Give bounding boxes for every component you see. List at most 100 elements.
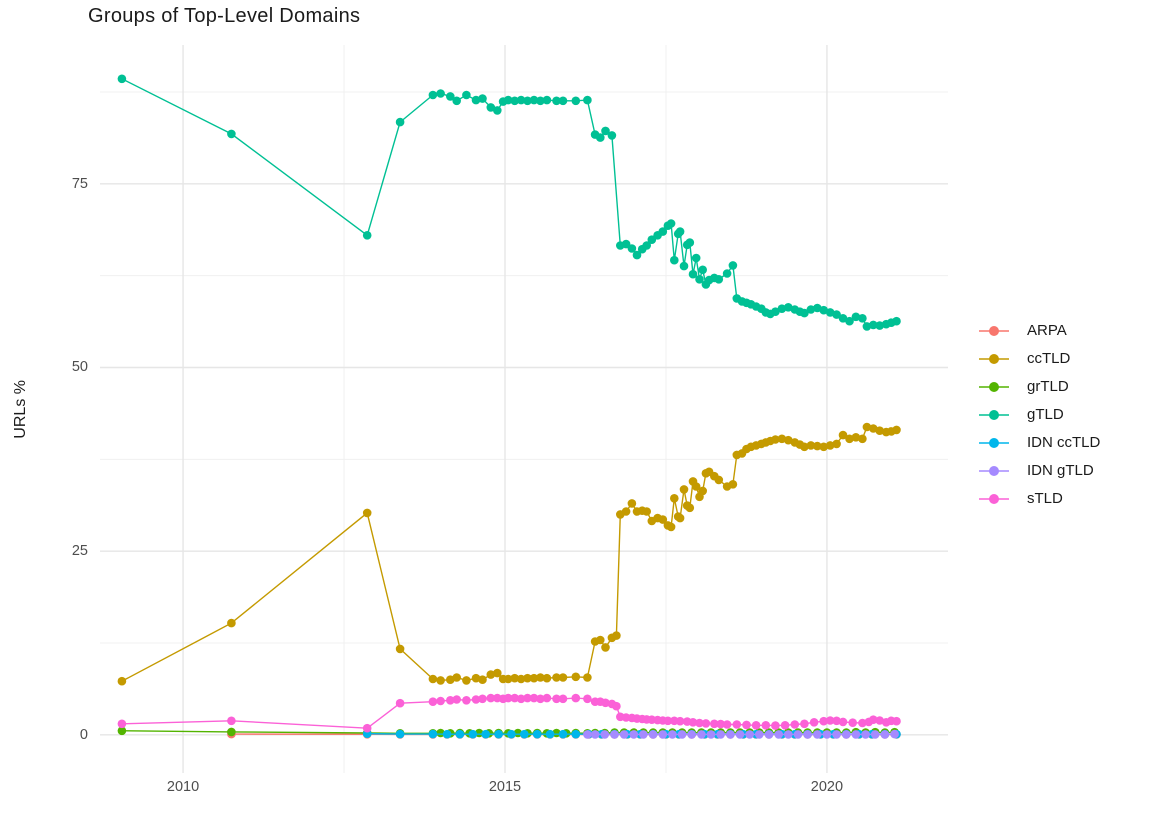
data-point-gtld (875, 321, 884, 330)
data-point-gtld (462, 90, 471, 100)
data-point-stld (825, 716, 835, 725)
legend-label: ccTLD (1027, 350, 1071, 367)
legend-item-stld: sTLD (978, 489, 1100, 508)
data-point-idn-gtld (832, 730, 841, 739)
data-point-cctld (670, 494, 679, 503)
data-point-idn-gtld (668, 730, 677, 739)
data-point-cctld (536, 673, 545, 682)
legend-item-arpa: ARPA (978, 321, 1100, 340)
data-point-idn-cctld (571, 729, 581, 739)
data-point-stld (446, 696, 455, 705)
data-point-gtld (607, 131, 617, 140)
data-point-idn-cctld (507, 729, 516, 739)
data-point-gtld (892, 316, 901, 326)
data-point-stld (663, 716, 673, 726)
data-point-idn-cctld (468, 729, 478, 739)
data-point-stld (503, 693, 513, 703)
data-point-gtld (675, 227, 685, 236)
data-point-cctld (436, 676, 445, 685)
data-point-cctld (523, 673, 532, 683)
series-line-stld (121, 697, 897, 729)
data-point-cctld (542, 673, 552, 683)
data-point-idn-gtld (822, 730, 832, 739)
data-point-stld (875, 716, 884, 725)
data-point-grtld (552, 728, 561, 738)
data-point-idn-gtld (639, 730, 648, 739)
y-tick-label: 25 (71, 543, 88, 560)
data-point-grtld (117, 726, 127, 736)
legend-key-icon (979, 437, 1009, 448)
data-point-gtld (117, 74, 127, 84)
data-point-gtld (666, 219, 676, 228)
data-point-idn-gtld (629, 730, 639, 739)
legend-label: grTLD (1027, 378, 1069, 395)
data-point-cctld (851, 433, 861, 442)
data-point-idn-gtld (880, 730, 890, 739)
data-point-stld (869, 715, 878, 724)
data-point-stld (516, 694, 526, 704)
data-point-gtld (601, 126, 610, 136)
data-point-gtld (845, 316, 854, 326)
data-point-stld (800, 719, 809, 729)
data-point-cctld (552, 673, 561, 682)
data-point-gtld (395, 117, 405, 127)
data-point-idn-gtld (658, 730, 668, 739)
data-point-gtld (691, 253, 701, 263)
data-point-idn-gtld (648, 730, 658, 739)
data-point-stld (761, 721, 771, 730)
data-point-stld (688, 718, 698, 727)
data-point-cctld (510, 673, 519, 683)
legend-label: sTLD (1027, 490, 1063, 507)
data-point-idn-gtld (784, 730, 793, 739)
data-point-stld (529, 693, 539, 703)
data-point-gtld (695, 275, 704, 284)
data-point-stld (510, 693, 519, 703)
data-point-cctld (819, 442, 828, 452)
data-point-cctld (642, 507, 651, 516)
data-point-gtld (471, 95, 481, 105)
data-point-stld (838, 717, 848, 727)
data-point-stld (780, 721, 790, 730)
data-point-cctld (503, 674, 513, 684)
data-point-stld (436, 696, 445, 706)
legend-item-gtld: gTLD (978, 405, 1100, 424)
data-point-gtld (858, 314, 867, 323)
data-point-stld (858, 718, 867, 728)
data-point-cctld (658, 515, 668, 524)
legend-item-grtld: grTLD (978, 377, 1100, 396)
data-point-grtld (227, 727, 236, 737)
data-point-idn-cctld (520, 729, 529, 739)
data-point-idn-cctld (455, 729, 465, 739)
data-point-gtld (428, 90, 438, 100)
data-point-cctld (428, 674, 438, 684)
data-point-cctld (621, 507, 631, 516)
data-point-cctld (777, 434, 787, 444)
data-point-grtld (513, 728, 523, 738)
series-line-gtld (121, 78, 897, 328)
y-tick-label: 0 (79, 726, 88, 743)
data-point-gtld (698, 265, 707, 275)
data-point-idn-gtld (697, 730, 706, 739)
data-point-stld (462, 696, 471, 705)
data-point-idn-gtld (861, 730, 870, 739)
data-point-gtld (478, 94, 487, 103)
data-point-cctld (529, 673, 539, 683)
legend: ARPA ccTLD grTLD gTLD IDN ccTLD IDN gTLD sTLD (978, 321, 1100, 508)
data-point-idn-gtld (842, 730, 851, 739)
data-point-gtld (642, 241, 651, 250)
data-point-stld (848, 718, 857, 727)
data-point-cctld (612, 631, 621, 640)
legend-key-icon (979, 353, 1009, 364)
data-point-idn-gtld (774, 730, 783, 739)
data-point-cctld (832, 439, 841, 449)
data-point-idn-gtld (726, 730, 735, 739)
data-point-cctld (601, 643, 610, 652)
data-point-cctld (462, 676, 471, 685)
data-point-stld (478, 694, 487, 704)
data-point-gtld (552, 96, 561, 106)
data-point-gtld (679, 261, 689, 271)
data-point-stld (571, 693, 581, 703)
data-point-gtld (436, 89, 445, 98)
x-tick-label: 2015 (488, 779, 522, 795)
data-point-idn-gtld (687, 730, 696, 739)
